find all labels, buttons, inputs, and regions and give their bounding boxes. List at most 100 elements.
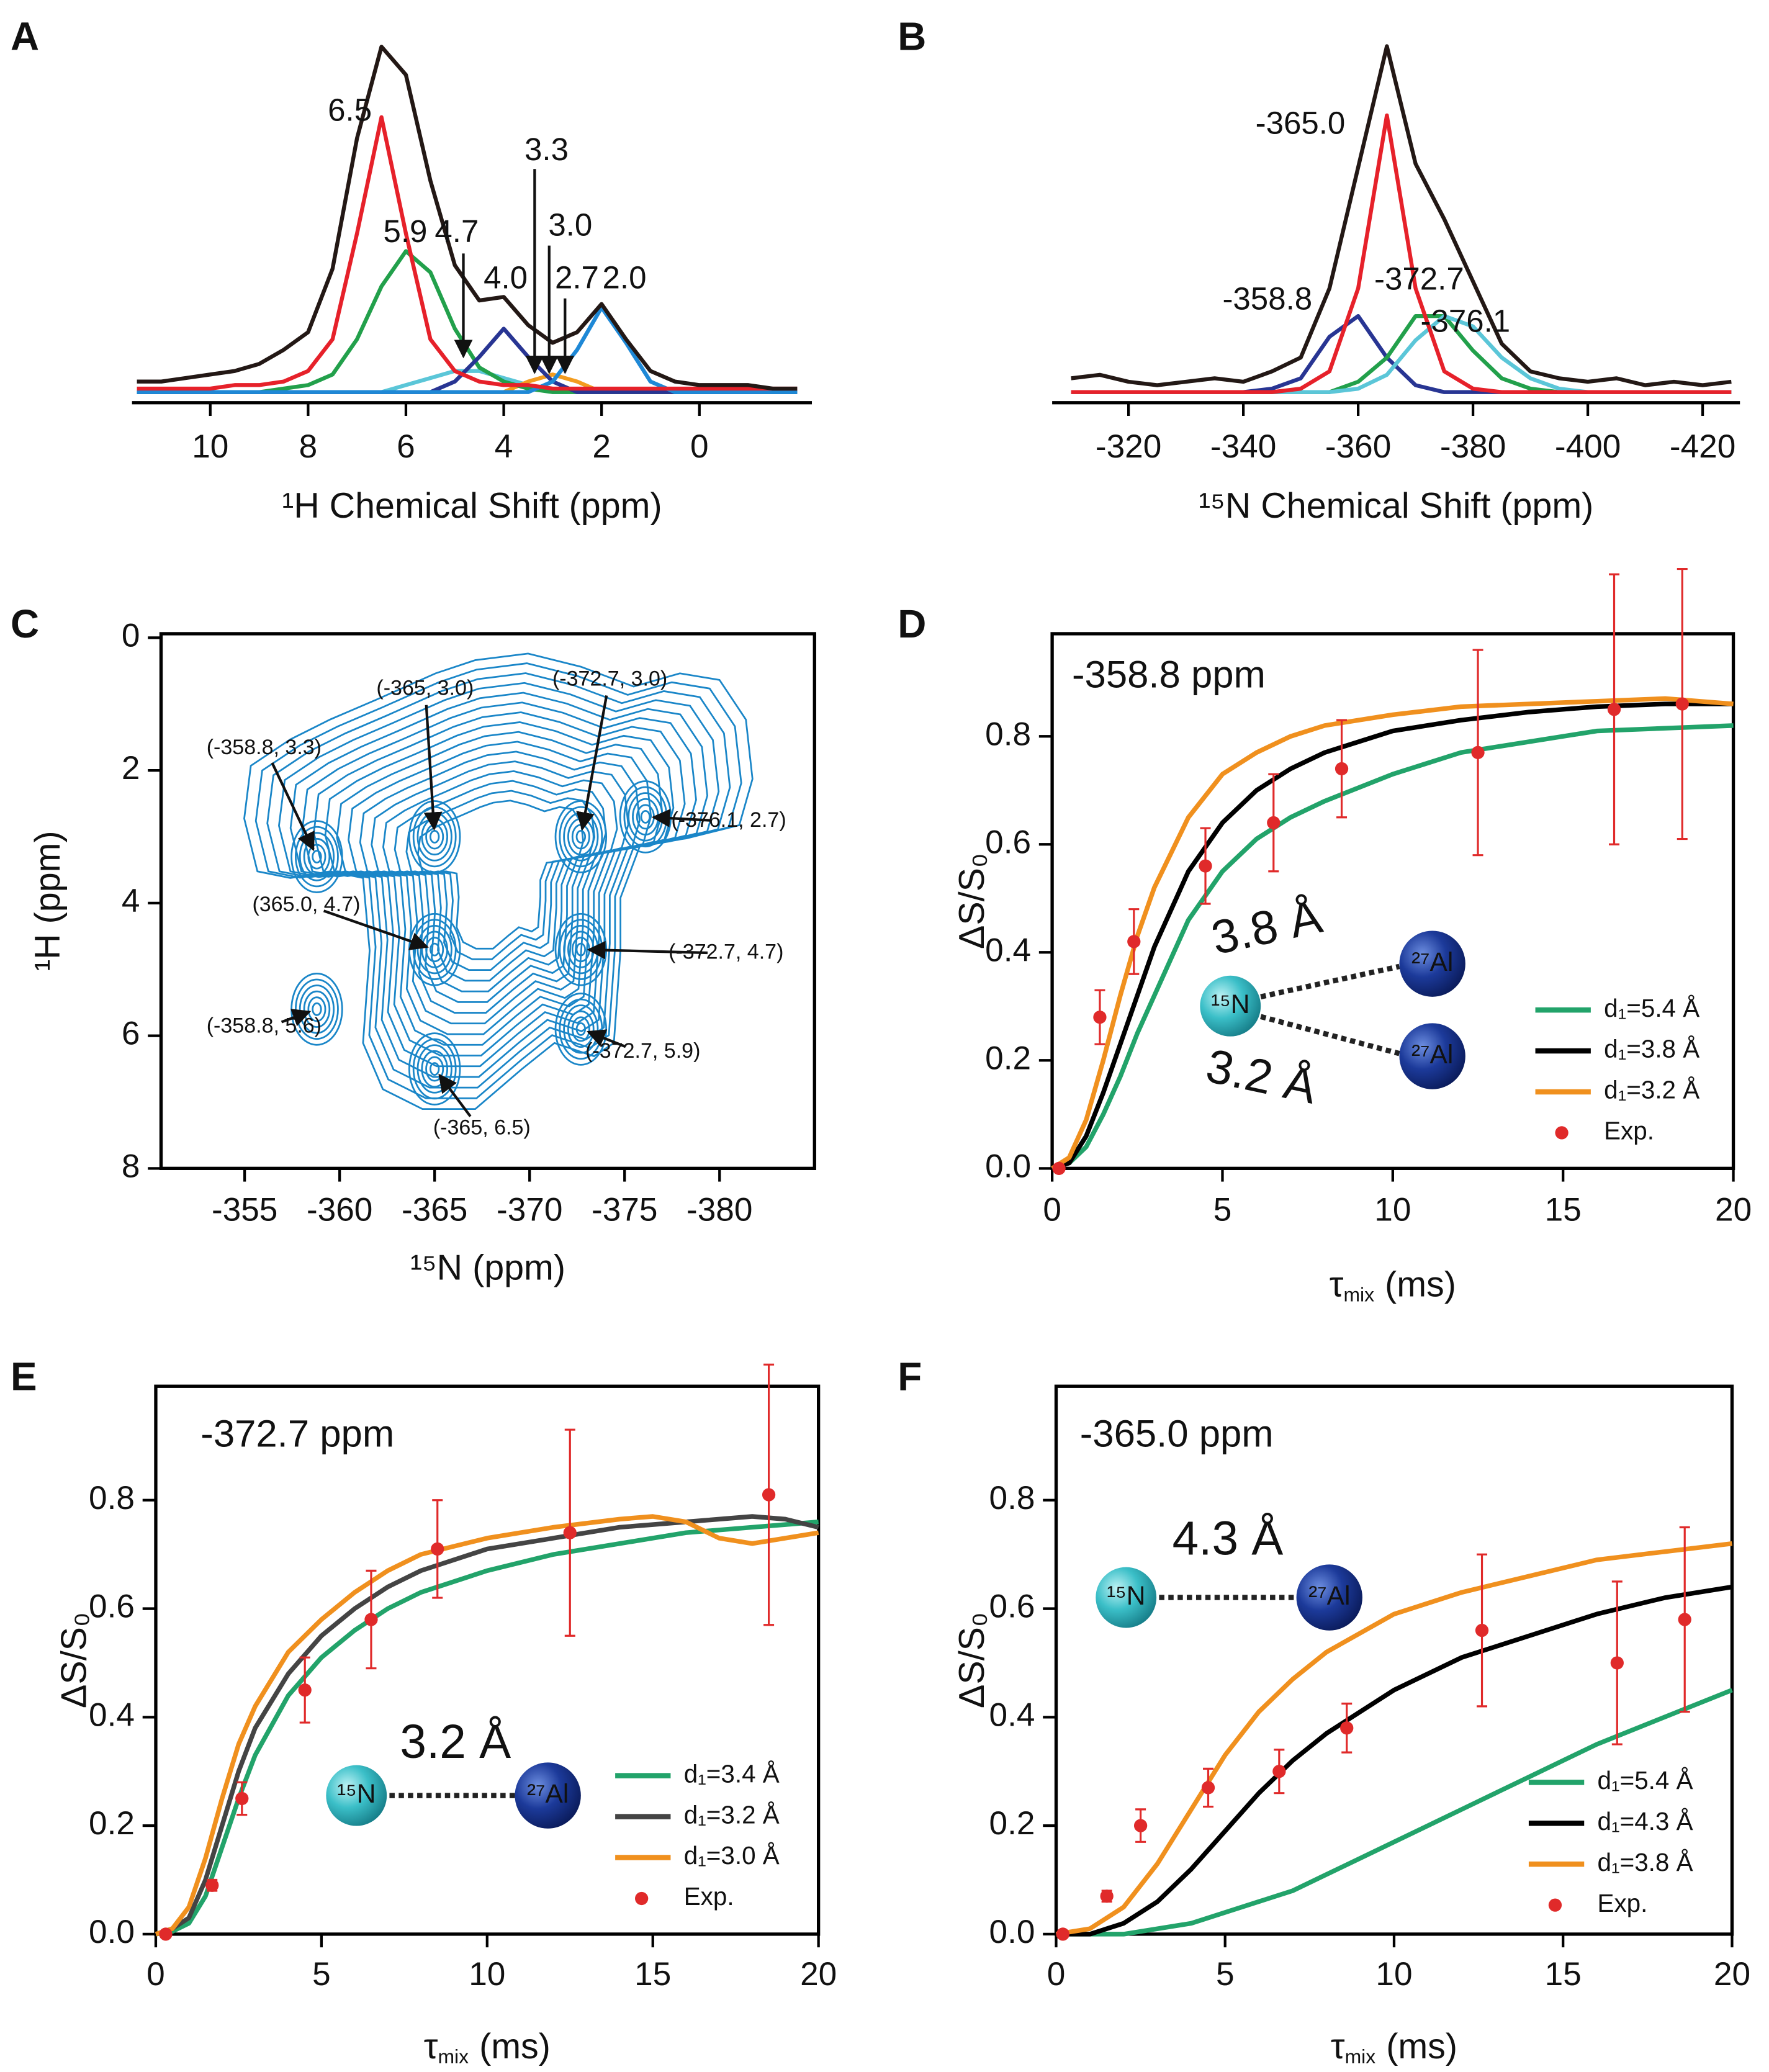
peak-contour — [307, 844, 326, 870]
x-label-symbol: τ — [424, 2027, 438, 2066]
x-tick-label: 6 — [397, 428, 415, 465]
peak-contour — [575, 830, 587, 844]
peak-contour — [559, 806, 603, 868]
y-tick-label: 4 — [122, 883, 140, 919]
contour-line — [416, 800, 585, 950]
x-tick-label: 15 — [634, 1956, 671, 1993]
x-tick-label: -340 — [1210, 428, 1276, 465]
peak-label: 6.5 — [328, 92, 372, 127]
panel-letter: E — [11, 1354, 37, 1399]
peak-contour — [425, 937, 444, 963]
x-label-sub: mix — [1345, 2045, 1376, 2068]
data-point — [1199, 859, 1212, 873]
peak-contour — [429, 1062, 440, 1076]
peak-arrow — [587, 940, 708, 960]
peak-label: (-372.7, 3.0) — [552, 667, 667, 690]
data-point — [1127, 935, 1141, 948]
x-label-symbol: τ — [1331, 2027, 1345, 2066]
peak-contour — [412, 1038, 457, 1100]
data-point — [1475, 1623, 1489, 1637]
peak-arrow — [281, 1009, 312, 1027]
line-series — [1056, 1584, 1733, 1937]
x-tick-label: 15 — [1545, 1192, 1582, 1228]
y-tick-label: 0.2 — [985, 1040, 1031, 1076]
peak-arrow — [651, 809, 711, 827]
subtitle: -365.0 ppm — [1080, 1412, 1274, 1455]
peak-contour — [640, 809, 651, 824]
peak-contour — [429, 942, 440, 957]
peak-contour — [290, 820, 343, 893]
peak-contour — [425, 1056, 444, 1082]
peak-label: (-365, 6.5) — [433, 1116, 531, 1140]
peak-label: 5.9 — [383, 214, 427, 249]
panel-letter: A — [11, 14, 39, 59]
atom-label: ¹⁵N — [1211, 989, 1250, 1019]
legend-marker — [1548, 1898, 1562, 1912]
contour-line — [278, 682, 720, 1078]
data-point — [1607, 703, 1621, 716]
peak-contour — [303, 837, 331, 876]
peak-contour — [567, 1010, 595, 1048]
peak-contour — [312, 850, 322, 863]
y-tick-label: 6 — [122, 1016, 140, 1052]
bond — [1260, 963, 1400, 999]
legend-label: d₁=5.4 Å — [1598, 1766, 1693, 1795]
data-point — [1093, 1011, 1107, 1024]
y-tick-label: 0.0 — [985, 1148, 1031, 1184]
legend-label: Exp. — [1604, 1117, 1654, 1145]
line-series — [1056, 1688, 1733, 1937]
legend-marker — [1555, 1126, 1569, 1140]
x-tick-label: -355 — [212, 1192, 277, 1228]
contour-line — [394, 780, 607, 971]
x-tick-label: 2 — [592, 428, 611, 465]
y-tick-label: 8 — [122, 1148, 140, 1184]
data-point — [1052, 1161, 1066, 1175]
contour-line — [371, 760, 629, 993]
contour-line — [359, 750, 641, 1003]
x-tick-label: 20 — [1715, 1192, 1752, 1228]
data-point — [431, 1542, 444, 1556]
peak-contour — [429, 830, 440, 844]
legend-label: d₁=3.0 Å — [684, 1841, 780, 1870]
atom-label: ²⁷Al — [1411, 947, 1453, 977]
x-tick-label: 0 — [690, 428, 709, 465]
y-tick-label: 0.6 — [89, 1588, 135, 1625]
data-point — [159, 1927, 173, 1941]
peak-arrow — [423, 705, 443, 831]
line-series — [1055, 1541, 1732, 1937]
distance-label: 3.2 Å — [400, 1716, 511, 1768]
panel-letter: F — [898, 1354, 922, 1399]
peak-contour — [554, 993, 608, 1066]
peak-label: -365.0 — [1256, 106, 1346, 141]
peak-label: (-358.8, 5.6) — [207, 1014, 322, 1038]
peak-label: (-365, 3.0) — [376, 676, 474, 700]
distance-label: 3.2 Å — [1202, 1040, 1321, 1114]
legend-label: d₁=3.8 Å — [1604, 1035, 1699, 1063]
data-point — [1133, 1819, 1148, 1832]
legend-label: d₁=3.4 Å — [684, 1759, 780, 1788]
peak-contour — [408, 800, 461, 873]
y-axis-label: ΔS/S₀ — [952, 853, 992, 949]
y-tick-label: 0.4 — [985, 932, 1031, 968]
x-axis-label: τmix (ms) — [424, 2027, 551, 2068]
x-label-sub: mix — [1343, 1284, 1374, 1306]
x-tick-label: 10 — [1375, 1956, 1412, 1993]
y-tick-label: 0.6 — [985, 824, 1031, 860]
atom — [1200, 975, 1261, 1037]
peak-label: 4.0 — [484, 259, 528, 295]
x-label-unit: (ms) — [1386, 2027, 1457, 2066]
x-tick-label: -320 — [1096, 428, 1161, 465]
atom-label: ¹⁵N — [337, 1779, 376, 1809]
y-tick-label: 0.2 — [989, 1805, 1035, 1842]
data-point — [1100, 1890, 1114, 1903]
y-tick-label: 0.2 — [89, 1805, 135, 1842]
contour-line — [336, 731, 664, 1025]
legend-label: d₁=3.2 Å — [684, 1800, 780, 1829]
peak-contour — [575, 1022, 587, 1036]
legend-label: d₁=3.2 Å — [1604, 1076, 1699, 1104]
line-series — [137, 327, 798, 394]
x-tick-label: 15 — [1545, 1956, 1582, 1993]
peak-contour — [559, 998, 603, 1060]
peak-arrow — [323, 909, 429, 950]
